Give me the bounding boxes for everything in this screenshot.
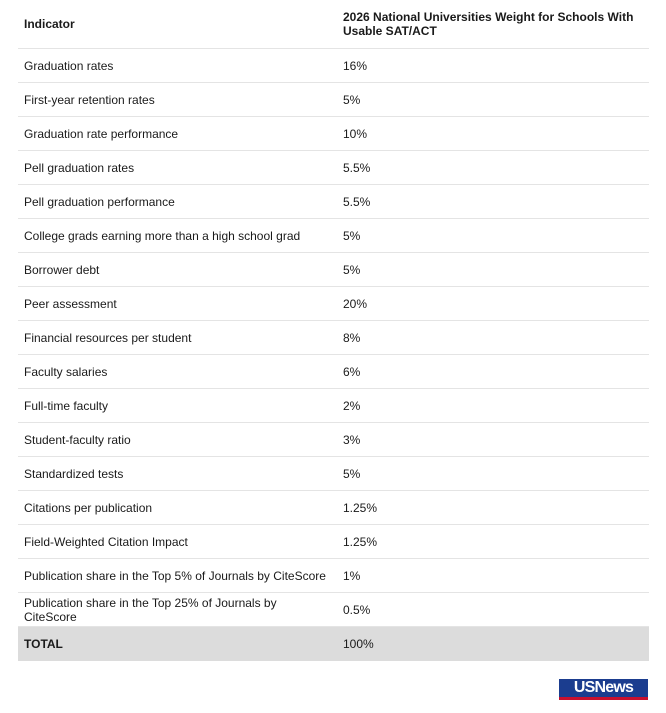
table-body: Graduation rates 16% First-year retention… bbox=[18, 48, 649, 661]
table-row: Financial resources per student 8% bbox=[18, 320, 649, 355]
row-weight: 1.25% bbox=[333, 524, 649, 559]
row-indicator: Financial resources per student bbox=[18, 320, 333, 355]
table-row: Publication share in the Top 5% of Journ… bbox=[18, 558, 649, 593]
row-weight: 16% bbox=[333, 48, 649, 83]
table-row: Borrower debt 5% bbox=[18, 252, 649, 287]
table-row: Graduation rate performance 10% bbox=[18, 116, 649, 151]
table-row: Peer assessment 20% bbox=[18, 286, 649, 321]
table-row: First-year retention rates 5% bbox=[18, 82, 649, 117]
row-weight: 5.5% bbox=[333, 184, 649, 219]
row-weight: 10% bbox=[333, 116, 649, 151]
row-indicator: College grads earning more than a high s… bbox=[18, 218, 333, 253]
row-weight: 5% bbox=[333, 82, 649, 117]
row-indicator: Borrower debt bbox=[18, 252, 333, 287]
row-indicator: Graduation rate performance bbox=[18, 116, 333, 151]
weights-table: Indicator 2026 National Universities Wei… bbox=[18, 0, 649, 661]
row-weight: 20% bbox=[333, 286, 649, 321]
row-weight: 3% bbox=[333, 422, 649, 457]
row-weight: 2% bbox=[333, 388, 649, 423]
row-weight: 1% bbox=[333, 558, 649, 593]
row-indicator: Publication share in the Top 25% of Jour… bbox=[18, 592, 333, 627]
row-weight: 8% bbox=[333, 320, 649, 355]
row-indicator: Publication share in the Top 5% of Journ… bbox=[18, 558, 333, 593]
table-row: Full-time faculty 2% bbox=[18, 388, 649, 423]
row-indicator: Graduation rates bbox=[18, 48, 333, 83]
table-row: Field-Weighted Citation Impact 1.25% bbox=[18, 524, 649, 559]
table-row: Faculty salaries 6% bbox=[18, 354, 649, 389]
row-indicator: Standardized tests bbox=[18, 456, 333, 491]
row-weight: 1.25% bbox=[333, 490, 649, 525]
weights-table-container: Indicator 2026 National Universities Wei… bbox=[18, 0, 649, 661]
row-indicator: Pell graduation rates bbox=[18, 150, 333, 185]
row-weight: 5% bbox=[333, 218, 649, 253]
row-indicator: Pell graduation performance bbox=[18, 184, 333, 219]
row-indicator: Citations per publication bbox=[18, 490, 333, 525]
header-weight: 2026 National Universities Weight for Sc… bbox=[333, 0, 649, 49]
row-indicator: Student-faculty ratio bbox=[18, 422, 333, 457]
table-row: Pell graduation performance 5.5% bbox=[18, 184, 649, 219]
row-indicator: Field-Weighted Citation Impact bbox=[18, 524, 333, 559]
total-row: TOTAL 100% bbox=[18, 626, 649, 661]
table-row: Pell graduation rates 5.5% bbox=[18, 150, 649, 185]
row-indicator: Peer assessment bbox=[18, 286, 333, 321]
row-weight: 5% bbox=[333, 456, 649, 491]
row-indicator: First-year retention rates bbox=[18, 82, 333, 117]
row-weight: 5% bbox=[333, 252, 649, 287]
row-weight: 6% bbox=[333, 354, 649, 389]
row-indicator: Full-time faculty bbox=[18, 388, 333, 423]
total-label: TOTAL bbox=[18, 626, 333, 661]
table-row: Citations per publication 1.25% bbox=[18, 490, 649, 525]
table-row: Standardized tests 5% bbox=[18, 456, 649, 491]
header-indicator: Indicator bbox=[18, 0, 333, 49]
usnews-logo: USNews bbox=[559, 679, 648, 700]
total-value: 100% bbox=[333, 626, 649, 661]
row-indicator: Faculty salaries bbox=[18, 354, 333, 389]
table-row: Graduation rates 16% bbox=[18, 48, 649, 83]
row-weight: 5.5% bbox=[333, 150, 649, 185]
table-header-row: Indicator 2026 National Universities Wei… bbox=[18, 0, 649, 49]
table-row: Student-faculty ratio 3% bbox=[18, 422, 649, 457]
table-row: Publication share in the Top 25% of Jour… bbox=[18, 592, 649, 627]
row-weight: 0.5% bbox=[333, 592, 649, 627]
table-row: College grads earning more than a high s… bbox=[18, 218, 649, 253]
